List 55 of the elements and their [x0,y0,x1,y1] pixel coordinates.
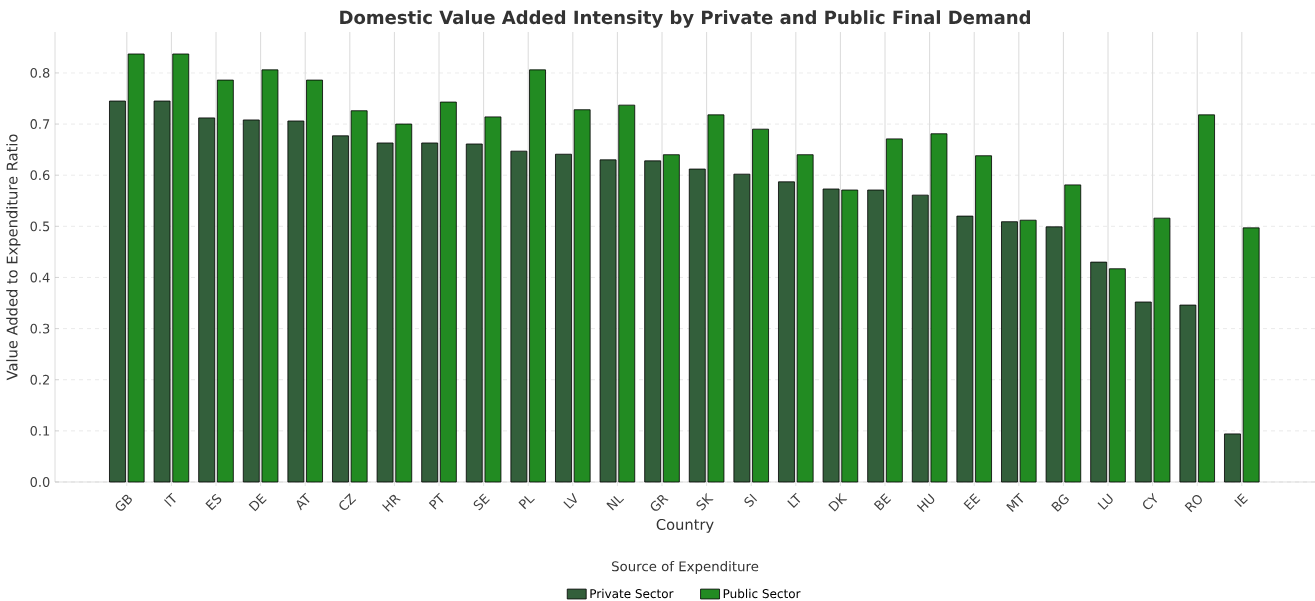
bar [421,142,439,483]
x-tick-label: PT [428,492,444,510]
x-tick-label: BE [873,493,892,511]
legend-label: Public Sector [723,588,801,599]
chart-title: Domestic Value Added Intensity by Private and Public Final Demand [340,10,1030,28]
y-tick-label: 0.3 [30,323,50,334]
y-tick-label: 0.5 [30,221,50,232]
x-tick-label: AT [296,492,310,511]
x-tick-label: MT [1006,492,1024,513]
x-tick-label: DE [248,493,267,512]
x-tick-label: DK [828,492,848,512]
bar [778,181,795,483]
x-tick-label: IT [163,492,176,507]
x-tick-label: RO [1184,494,1202,513]
bar [1108,268,1126,483]
x-tick-label: PL [518,496,535,510]
y-tick-label: 0.8 [30,67,50,78]
x-tick-label: IE [1234,493,1248,507]
bar [885,138,903,483]
legend-label: Private Sector [590,588,674,599]
x-tick-label: HU [916,493,935,513]
x-tick-label: LV [563,492,577,509]
bar [867,189,885,483]
bar [1224,433,1241,483]
x-tick-label: GR [650,494,669,511]
y-tick-label: 0.0 [30,477,50,487]
y-axis-title: Value Added to Expenditure Ratio [6,134,21,381]
x-tick-label: NL [606,496,625,511]
bar [439,101,457,483]
x-tick-label: GB [115,494,132,511]
x-tick-label: BG [1051,494,1069,512]
bar [216,79,234,483]
x-tick-label: HR [382,494,401,512]
x-tick-label: EE [963,493,981,511]
bar [662,154,680,483]
x-tick-label: SK [696,492,714,511]
x-tick-label: SI [744,493,758,508]
x-tick-label: CZ [339,493,357,511]
legend-title: Source of Expenditure [611,561,759,574]
y-tick-label: 0.6 [30,170,50,181]
x-tick-label: SE [473,493,490,511]
bar [1090,261,1108,483]
y-tick-label: 0.1 [30,425,50,436]
bar [644,160,662,483]
x-tick-label: CY [1143,492,1158,510]
y-tick-label: 0.7 [30,119,50,129]
x-tick-label: LU [1097,493,1113,510]
bar [796,154,814,483]
y-tick-label: 0.2 [30,374,49,385]
bar [198,117,216,483]
y-tick-label: 0.4 [30,272,50,283]
x-axis-title: Country [656,518,714,533]
x-tick-label: ES [205,493,222,511]
bar [1242,227,1260,483]
x-tick-label: LT [787,492,801,508]
